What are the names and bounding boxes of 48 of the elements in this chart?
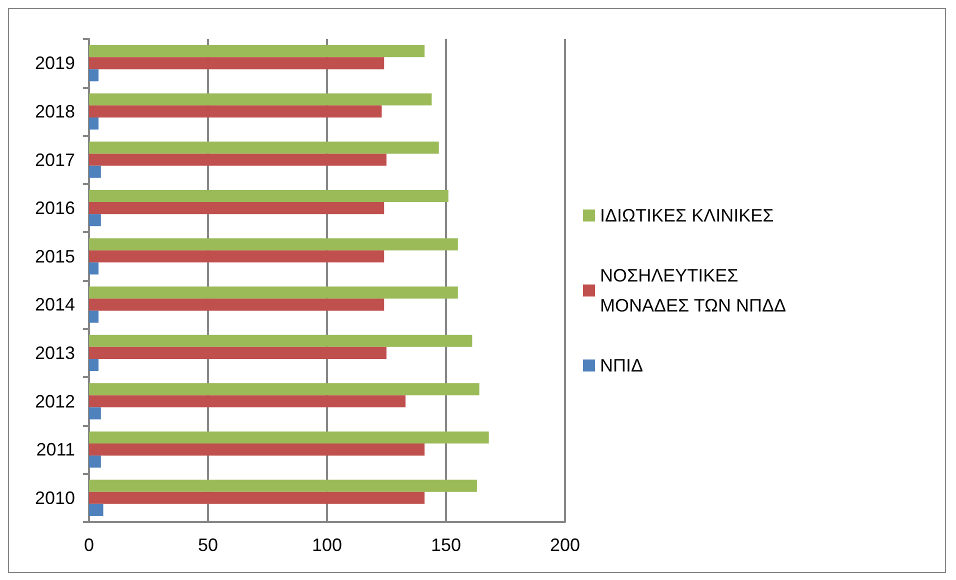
bar (89, 45, 425, 58)
bar (89, 310, 99, 323)
y-tick-label: 2013 (34, 342, 75, 363)
bar (89, 456, 101, 468)
x-tick-label: 200 (550, 535, 580, 555)
y-tick-label: 2017 (34, 150, 75, 170)
bar (89, 69, 99, 82)
bar (89, 358, 99, 372)
y-tick-label: 2012 (34, 391, 75, 412)
x-tick-label: 50 (198, 535, 218, 555)
bar (89, 395, 406, 408)
y-tick-label: 2010 (34, 488, 75, 508)
bar (89, 214, 101, 226)
x-tick-label: 0 (84, 535, 94, 555)
bar (89, 57, 384, 70)
bar (89, 166, 101, 178)
legend-label: ΝΠΙΔ (600, 356, 644, 376)
x-tick-label: 100 (312, 535, 342, 555)
x-tick-label: 150 (430, 535, 462, 555)
y-tick-label: 2018 (34, 101, 75, 122)
bar (89, 238, 458, 250)
bar (89, 262, 99, 274)
bar (89, 444, 425, 456)
y-tick-label: 2016 (34, 198, 75, 218)
bar (89, 346, 386, 359)
bar (89, 383, 480, 396)
bar (89, 202, 384, 214)
legend-label: ΝΟΣΗΛΕΥΤΙΚΕΣ ΜΟΝΑΔΕΣ ΤΩΝ ΝΠΔΔ (600, 266, 786, 316)
legend-label: ΙΔΙΩΤΙΚΕΣ ΚΛΙΝΙΚΕΣ (600, 206, 774, 226)
y-tick-label: 2015 (34, 246, 75, 266)
bar (89, 117, 99, 130)
bar (89, 286, 458, 299)
bar (89, 190, 448, 202)
bar (89, 480, 477, 492)
bar (89, 504, 104, 516)
bar (89, 431, 489, 444)
bar (89, 492, 425, 504)
bar (89, 105, 382, 118)
bar (89, 334, 472, 347)
bar (89, 298, 384, 311)
y-tick-label: 2014 (34, 294, 75, 315)
bar (89, 407, 101, 420)
bar (89, 142, 439, 154)
y-tick-label: 2011 (36, 440, 75, 460)
bar (89, 250, 384, 262)
bar (89, 154, 386, 166)
y-tick-label: 2019 (34, 53, 75, 74)
bar (89, 93, 432, 106)
